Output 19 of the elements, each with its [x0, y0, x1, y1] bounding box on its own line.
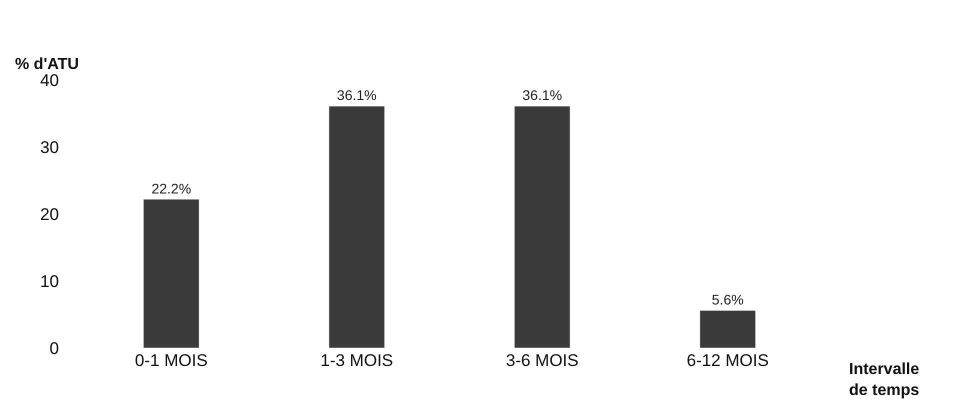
y-tick-label: 30	[40, 138, 59, 157]
bar	[514, 106, 570, 348]
y-tick-label: 20	[40, 204, 59, 224]
data-label: 36.1%	[522, 87, 562, 104]
bar	[328, 106, 385, 348]
y-axis-title: % d'ATU	[15, 56, 79, 73]
x-tick-label: 3-6 MOIS	[506, 351, 579, 370]
bar	[143, 199, 200, 348]
x-tick-label: 6-12 MOIS	[686, 351, 769, 370]
x-tick-label: 0-1 MOIS	[134, 351, 208, 370]
y-tick-label: 0	[50, 338, 59, 358]
y-tick-label: 40	[40, 70, 59, 90]
data-label: 22.2%	[151, 180, 192, 196]
x-axis-title: Intervalle de temps	[849, 361, 920, 399]
y-tick-label: 10	[40, 272, 59, 291]
x-tick-label: 1-3 MOIS	[320, 351, 394, 370]
data-label: 36.1%	[336, 87, 377, 104]
data-label: 5.6%	[712, 291, 744, 308]
bar	[700, 310, 756, 348]
